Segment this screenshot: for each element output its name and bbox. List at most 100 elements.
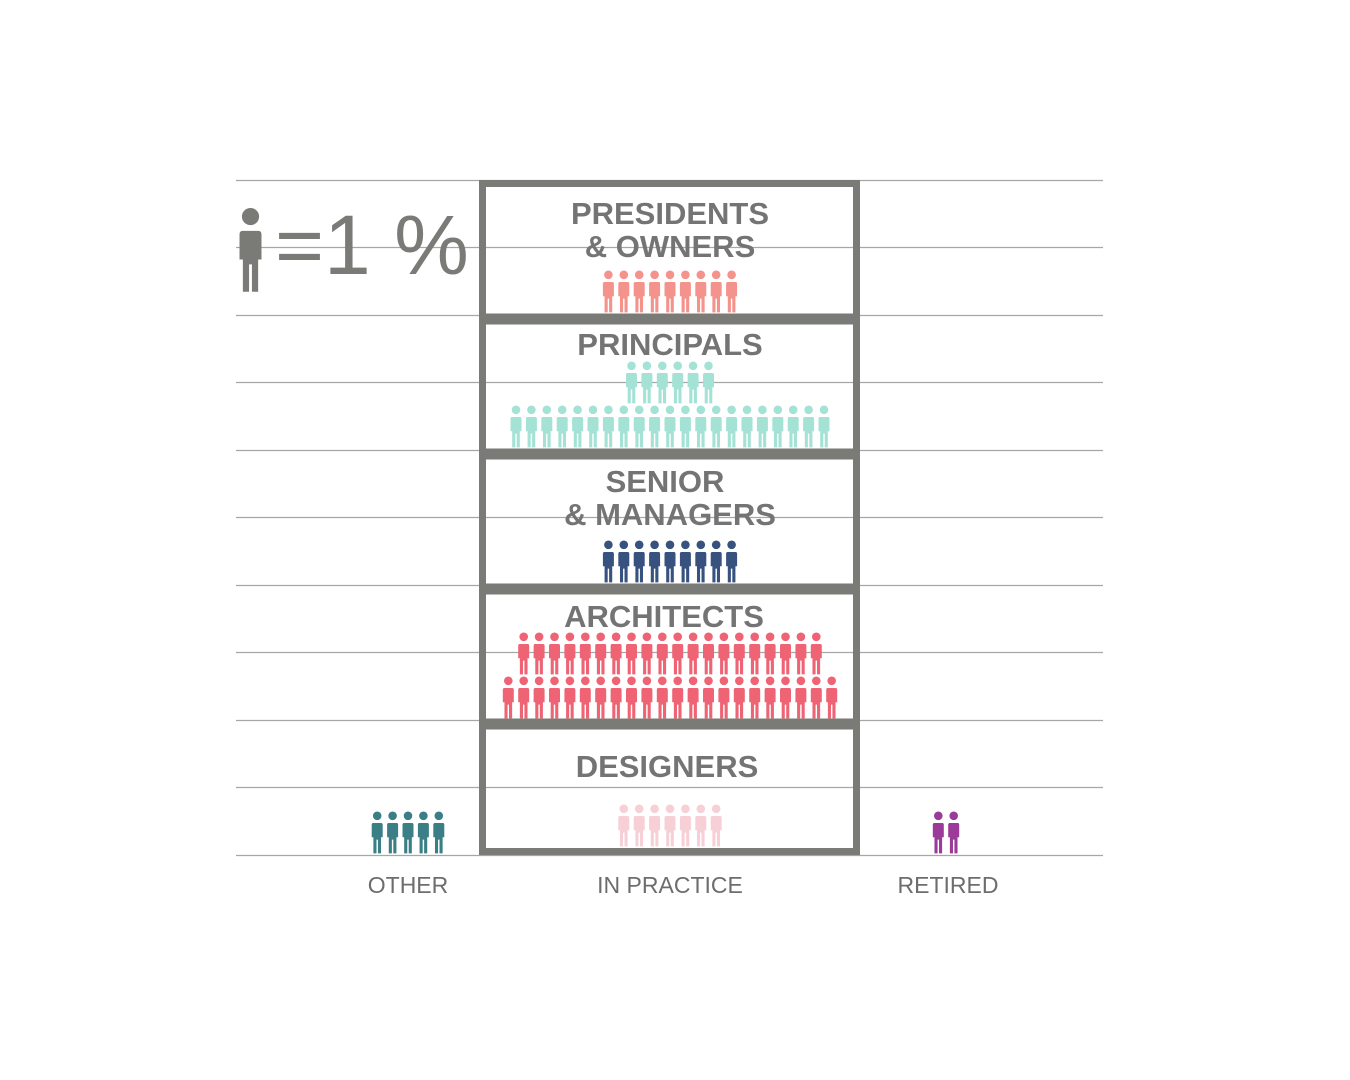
person-icon [749, 676, 761, 719]
person-icon [764, 676, 776, 719]
person-icon [710, 540, 722, 583]
legend: =1 % [239, 198, 469, 292]
person-icon [772, 405, 784, 448]
person-icon [618, 270, 630, 313]
person-icon [587, 405, 599, 448]
person-icon [533, 632, 545, 675]
person-icon [618, 804, 630, 847]
person-icon [787, 405, 799, 448]
person-icon [387, 811, 399, 854]
person-icon [664, 804, 676, 847]
person-icon [633, 540, 645, 583]
person-icon [641, 632, 653, 675]
person-icon [641, 676, 653, 719]
column-label-retired: RETIRED [898, 872, 999, 898]
person-icon [733, 632, 745, 675]
person-icon [703, 632, 714, 675]
person-icon [672, 632, 684, 675]
person-icon [780, 676, 791, 719]
person-icon [541, 405, 553, 448]
person-icon [695, 804, 707, 847]
section-title-presidents-line1: PRESIDENTS [571, 196, 769, 231]
person-icon [795, 676, 807, 719]
person-icon [679, 270, 691, 313]
person-icon [741, 405, 753, 448]
person-icon [239, 207, 262, 292]
person-icon [649, 540, 661, 583]
person-icon [610, 632, 622, 675]
person-icon [695, 540, 707, 583]
person-icon [718, 632, 730, 675]
person-icon [518, 676, 530, 719]
person-icon [656, 676, 668, 719]
person-icon [679, 540, 691, 583]
section-title-designers: DESIGNERS [576, 749, 759, 784]
person-icon [764, 632, 776, 675]
person-icon [595, 632, 607, 675]
column-label-other: OTHER [368, 872, 449, 898]
person-icon [402, 811, 414, 854]
person-icon [626, 676, 637, 719]
person-icon [672, 676, 684, 719]
person-icon [687, 361, 699, 404]
person-icon [749, 632, 761, 675]
person-icon [549, 676, 560, 719]
person-icon [695, 405, 707, 448]
section-title-senior-line1: SENIOR [606, 464, 725, 499]
person-icon [687, 632, 699, 675]
person-icon [695, 270, 707, 313]
person-icon [672, 361, 684, 404]
section-title-principals: PRINCIPALS [577, 327, 762, 362]
person-icon [641, 361, 653, 404]
person-icon [664, 540, 676, 583]
person-icon [579, 632, 591, 675]
tower-frame [479, 180, 860, 855]
person-icon [726, 405, 738, 448]
person-icon [602, 540, 614, 583]
person-icon [932, 811, 944, 854]
person-icon [710, 804, 722, 847]
person-icon [595, 676, 607, 719]
section-titles: PRESIDENTS & OWNERS PRINCIPALS SENIOR & … [564, 196, 776, 784]
person-icon [564, 632, 576, 675]
person-icon [626, 632, 637, 675]
column-label-in-practice: IN PRACTICE [597, 872, 743, 898]
person-icon [510, 405, 522, 448]
person-icon [579, 676, 591, 719]
person-icon [602, 270, 614, 313]
person-icon [572, 405, 584, 448]
person-icon [502, 676, 514, 719]
person-icon [626, 361, 637, 404]
person-icon [703, 361, 714, 404]
person-icon [703, 676, 714, 719]
person-icon [656, 632, 668, 675]
person-icon [433, 811, 445, 854]
person-icon [795, 632, 807, 675]
section-title-senior-line2: & MANAGERS [564, 497, 776, 532]
legend-unit-label: =1 % [275, 198, 469, 292]
person-icon [756, 405, 768, 448]
person-icon [656, 361, 668, 404]
person-icon [633, 405, 645, 448]
person-icon [633, 804, 645, 847]
person-icon [733, 676, 745, 719]
person-icon [687, 676, 699, 719]
person-icon [780, 632, 791, 675]
person-icon [664, 405, 676, 448]
person-icon [818, 405, 830, 448]
person-icon [649, 270, 661, 313]
section-title-architects: ARCHITECTS [564, 599, 764, 634]
person-icon [556, 405, 568, 448]
person-icon [810, 676, 822, 719]
person-icon [718, 676, 730, 719]
person-icon [710, 270, 722, 313]
person-icon [518, 632, 530, 675]
person-icon [810, 632, 822, 675]
person-icon [525, 405, 537, 448]
person-icon [533, 676, 545, 719]
person-icon [826, 676, 838, 719]
person-icon [549, 632, 560, 675]
person-icon [633, 270, 645, 313]
person-icon [618, 540, 630, 583]
